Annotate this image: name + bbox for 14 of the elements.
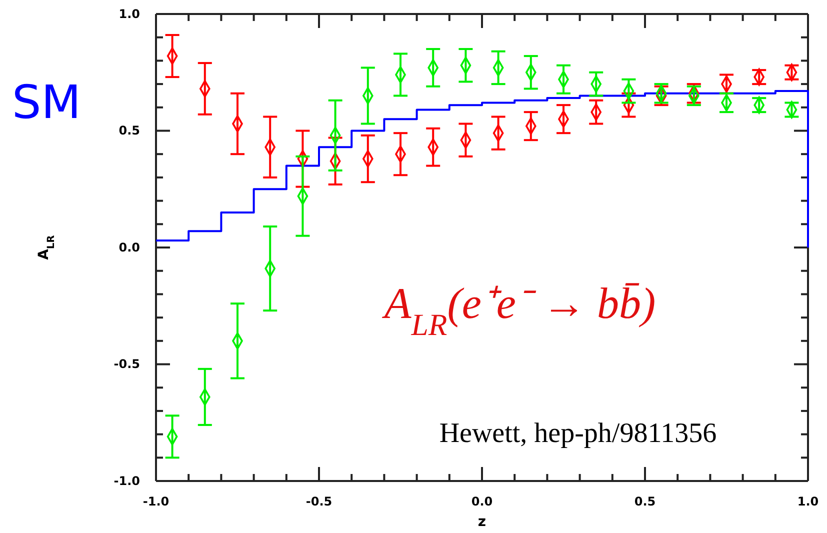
y-tick-label: 0.5 — [118, 124, 140, 138]
x-tick-label: 1.0 — [797, 494, 819, 509]
annotation: Hewett, hep-ph/9811356 — [439, 418, 717, 449]
annotation: A$_{LR}$(e⁺e⁻ → bb̄) — [381, 279, 656, 342]
text: SM — [12, 75, 81, 129]
x-tick-label: -0.5 — [306, 494, 332, 509]
y-tick-label: -0.5 — [114, 357, 140, 372]
y-tick-label: 0.0 — [118, 240, 140, 254]
x-axis-title: z — [478, 514, 486, 530]
y-tick-label: 1.0 — [118, 6, 140, 21]
x-tick-label: 0.0 — [471, 494, 493, 509]
x-tick-label: 0.5 — [634, 494, 656, 509]
x-tick-label: -1.0 — [142, 494, 170, 509]
y-tick-label: -1.0 — [114, 474, 140, 488]
